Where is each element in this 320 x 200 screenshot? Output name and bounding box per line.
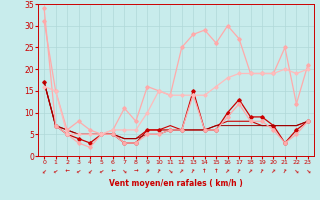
Text: →: →	[247, 167, 254, 174]
Text: →: →	[214, 167, 219, 172]
Text: →: →	[75, 167, 82, 174]
X-axis label: Vent moyen/en rafales ( km/h ): Vent moyen/en rafales ( km/h )	[109, 179, 243, 188]
Text: →: →	[167, 167, 174, 174]
Text: →: →	[87, 167, 93, 174]
Text: →: →	[270, 167, 277, 174]
Text: →: →	[52, 167, 59, 174]
Text: →: →	[111, 167, 115, 172]
Text: →: →	[293, 167, 300, 174]
Text: →: →	[98, 167, 105, 174]
Text: →: →	[202, 167, 207, 172]
Text: →: →	[224, 167, 231, 174]
Text: →: →	[121, 167, 128, 174]
Text: →: →	[65, 167, 69, 172]
Text: →: →	[282, 167, 288, 174]
Text: →: →	[190, 167, 196, 174]
Text: →: →	[178, 167, 185, 174]
Text: →: →	[304, 167, 311, 174]
Text: →: →	[259, 167, 265, 174]
Text: →: →	[41, 167, 48, 174]
Text: →: →	[144, 167, 151, 174]
Text: →: →	[156, 167, 162, 174]
Text: →: →	[236, 167, 242, 174]
Text: →: →	[133, 167, 138, 172]
